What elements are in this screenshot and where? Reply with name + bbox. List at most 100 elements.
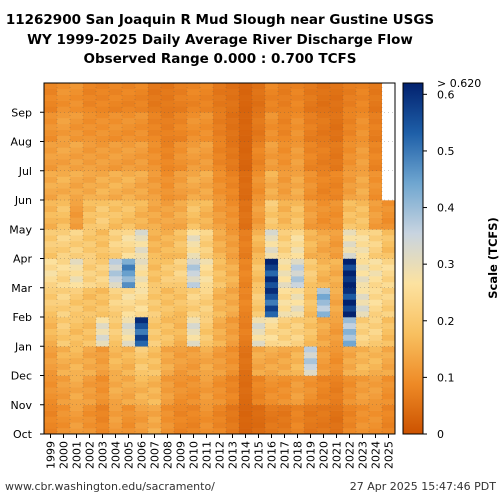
heatmap-cell xyxy=(44,428,58,434)
heatmap-cell xyxy=(200,346,214,353)
heatmap-cell xyxy=(356,229,370,236)
heatmap-cell xyxy=(343,235,357,242)
heatmap-cell xyxy=(187,135,201,142)
heatmap-cell xyxy=(57,112,71,119)
heatmap-cell xyxy=(96,281,110,289)
heatmap-cell xyxy=(109,159,123,166)
heatmap-cell xyxy=(239,311,253,318)
heatmap-cell xyxy=(239,153,253,160)
heatmap-cell xyxy=(291,188,305,195)
heatmap-cell xyxy=(135,129,149,136)
heatmap-cell xyxy=(109,369,123,376)
heatmap-cell xyxy=(291,346,305,353)
heatmap-cell xyxy=(57,223,71,230)
heatmap-cell xyxy=(278,153,292,160)
heatmap-cell xyxy=(291,153,305,160)
heatmap-cell xyxy=(356,340,370,347)
heatmap-cell xyxy=(70,416,84,423)
heatmap-cell xyxy=(252,264,266,271)
y-tick-label: Dec xyxy=(11,370,32,383)
heatmap-cell xyxy=(265,398,279,406)
heatmap-cell xyxy=(369,311,383,318)
heatmap-cell xyxy=(304,170,318,177)
heatmap-cell xyxy=(122,422,136,429)
heatmap-cell xyxy=(187,88,201,95)
heatmap-cell xyxy=(278,293,292,300)
footer-url[interactable]: www.cbr.washington.edu/sacramento/ xyxy=(5,480,215,493)
heatmap-cell xyxy=(265,106,279,113)
heatmap-cell xyxy=(70,141,84,148)
heatmap-cell xyxy=(382,170,395,177)
heatmap-cell xyxy=(226,164,240,172)
heatmap-cell xyxy=(109,299,123,306)
heatmap-cell xyxy=(304,188,318,195)
heatmap-cell xyxy=(44,147,58,154)
heatmap-cell xyxy=(291,363,305,370)
heatmap-cell xyxy=(343,100,357,107)
heatmap-cell xyxy=(226,246,240,253)
heatmap-cell xyxy=(161,252,175,259)
heatmap-cell xyxy=(174,129,188,136)
heatmap-cell xyxy=(343,428,357,434)
heatmap-cell xyxy=(44,375,58,382)
heatmap-cell xyxy=(83,100,97,107)
heatmap-cell xyxy=(109,428,123,434)
heatmap-cell xyxy=(330,176,344,183)
heatmap-cell xyxy=(174,100,188,107)
heatmap-cell xyxy=(330,428,344,434)
heatmap-cell xyxy=(57,205,71,212)
heatmap-cell xyxy=(122,88,136,95)
heatmap-cell xyxy=(304,334,318,341)
heatmap-cell xyxy=(109,211,123,218)
heatmap-cell xyxy=(70,287,84,294)
heatmap-cell xyxy=(96,246,110,253)
heatmap-cell xyxy=(70,223,84,230)
heatmap-cell xyxy=(135,235,149,242)
heatmap-cell xyxy=(252,170,266,177)
heatmap-cell xyxy=(304,164,318,172)
heatmap-cell xyxy=(317,159,331,166)
heatmap-cell xyxy=(369,381,383,388)
heatmap-cell xyxy=(44,164,58,172)
heatmap-cell xyxy=(317,141,331,148)
heatmap-cell xyxy=(265,340,279,347)
heatmap-cell xyxy=(174,258,188,265)
heatmap-cell xyxy=(213,188,227,195)
heatmap-cell xyxy=(122,94,136,101)
heatmap-cell xyxy=(213,428,227,434)
heatmap-cell xyxy=(161,147,175,154)
heatmap-cell xyxy=(148,270,162,277)
heatmap-cell xyxy=(369,287,383,294)
heatmap-cell xyxy=(213,235,227,242)
heatmap-cell xyxy=(356,200,370,207)
heatmap-cell xyxy=(57,100,71,107)
heatmap-cell xyxy=(187,159,201,166)
heatmap-cell xyxy=(330,112,344,119)
heatmap-cell xyxy=(239,129,253,136)
heatmap-cell xyxy=(200,83,214,90)
heatmap-cell xyxy=(291,123,305,131)
heatmap-cell xyxy=(57,264,71,271)
heatmap-cell xyxy=(83,129,97,136)
heatmap-cell xyxy=(330,83,344,90)
heatmap-cell xyxy=(57,352,71,359)
heatmap-cell xyxy=(239,428,253,434)
heatmap-cell xyxy=(161,246,175,253)
heatmap-cell xyxy=(161,311,175,318)
heatmap-cell xyxy=(70,276,84,283)
heatmap-cell xyxy=(187,176,201,183)
heatmap-cell xyxy=(200,135,214,142)
heatmap-cell xyxy=(161,328,175,335)
colorbar-tick-label: 0.3 xyxy=(437,258,455,271)
heatmap-cell xyxy=(187,112,201,119)
heatmap-cell xyxy=(174,276,188,283)
heatmap-cell xyxy=(291,83,305,90)
heatmap-cell xyxy=(109,258,123,265)
heatmap-cell xyxy=(148,352,162,359)
heatmap-cell xyxy=(278,88,292,95)
x-tick-label: 2025 xyxy=(383,441,396,469)
heatmap-cell xyxy=(213,270,227,277)
heatmap-cell xyxy=(291,194,305,201)
heatmap-cell xyxy=(135,170,149,177)
heatmap-cell xyxy=(187,340,201,347)
